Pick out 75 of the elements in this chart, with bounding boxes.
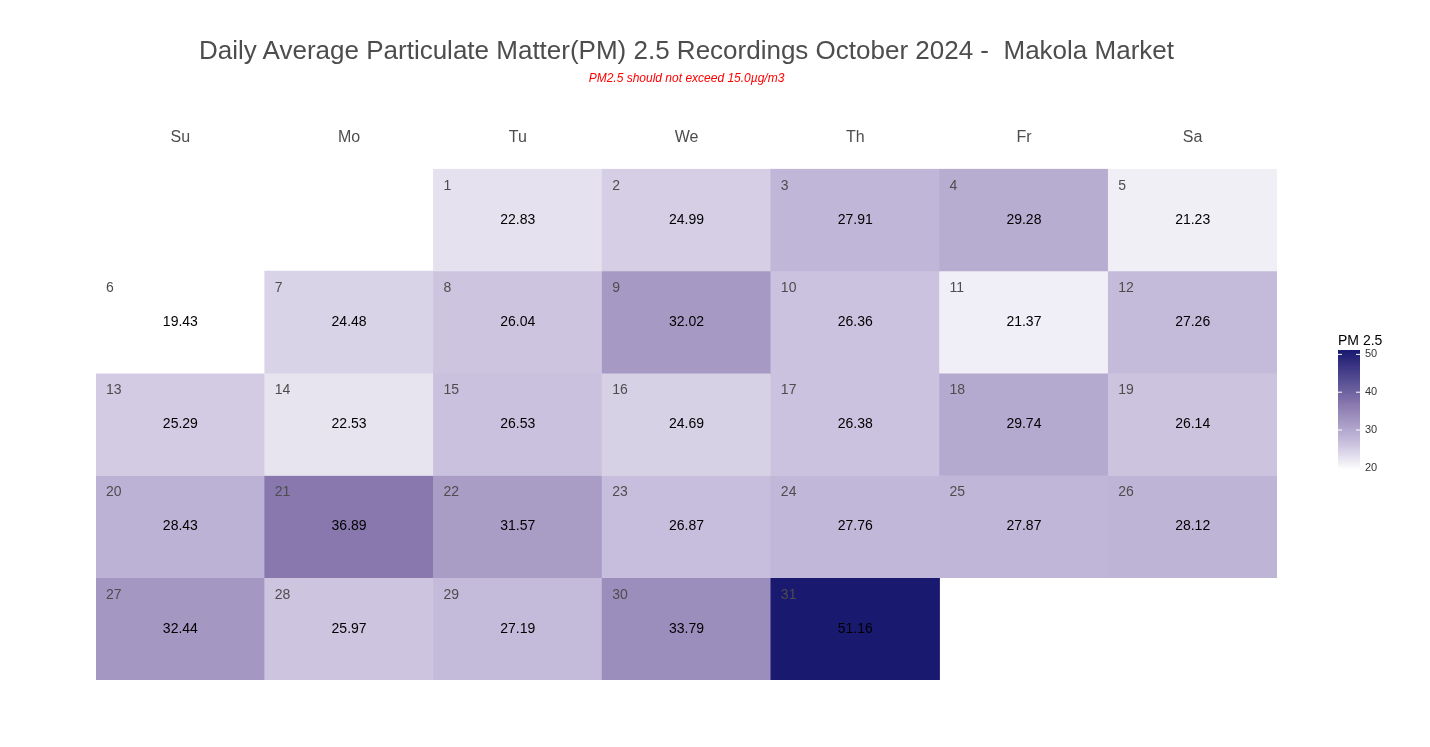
- annotation: 14: [274, 381, 291, 398]
- annotation: 10: [780, 278, 797, 295]
- annotation: 23: [612, 483, 628, 500]
- data-label: 33.79: [668, 619, 705, 636]
- annotation: 2: [612, 176, 621, 193]
- x-tick-label: Tu: [508, 127, 527, 145]
- data-label: 26.36: [837, 313, 873, 330]
- annotation: 18: [949, 381, 966, 398]
- data-label: 29.74: [1006, 415, 1042, 432]
- data-label: 19.43: [162, 313, 199, 330]
- x-tick-label: We: [674, 127, 699, 145]
- color-bar-label: 20: [1365, 460, 1378, 473]
- x-tick-label: Mo: [337, 127, 361, 145]
- data-label: 31.57: [500, 517, 536, 534]
- data-label: 24.99: [668, 210, 705, 227]
- data-label: 25.29: [162, 415, 199, 432]
- annotation: 11: [949, 278, 965, 295]
- annotation: 1: [443, 176, 452, 193]
- data-label: 24.48: [331, 313, 367, 330]
- chart-subtitle: PM2.5 should not exceed 15.0µg/m3: [588, 70, 785, 85]
- color-bar-title: PM 2.5: [1338, 331, 1383, 348]
- data-label: 27.26: [1175, 313, 1211, 330]
- data-label: 26.38: [837, 415, 873, 432]
- annotation: 28: [274, 585, 291, 602]
- annotation: 17: [780, 381, 797, 398]
- x-tick-label: Su: [170, 127, 191, 145]
- annotation: 22: [443, 483, 460, 500]
- color-bar-label: 40: [1365, 385, 1378, 398]
- annotation: 30: [612, 585, 628, 602]
- annotation: 7: [274, 278, 283, 295]
- annotation: 8: [443, 278, 452, 295]
- data-label: 21.37: [1006, 313, 1042, 330]
- x-tick-label: Fr: [1016, 127, 1033, 145]
- data-label: 26.14: [1175, 415, 1211, 432]
- chart-title: Daily Average Particulate Matter(PM) 2.5 Recordings October 2024 - Makola Market: [199, 34, 1175, 65]
- annotation: 12: [1118, 278, 1135, 295]
- data-label: 22.83: [500, 210, 536, 227]
- color-bar-label: 50: [1365, 347, 1378, 360]
- data-label: 26.53: [500, 415, 536, 432]
- annotation: 21: [274, 483, 291, 500]
- annotation: 25: [949, 483, 966, 500]
- annotation: 3: [780, 176, 789, 193]
- data-label: 26.87: [668, 517, 705, 534]
- annotation: 6: [106, 278, 114, 295]
- data-label: 32.44: [162, 619, 199, 636]
- data-label: 22.53: [331, 415, 367, 432]
- data-label: 28.43: [162, 517, 199, 534]
- data-label: 27.91: [837, 210, 873, 227]
- annotation: 26: [1118, 483, 1135, 500]
- x-tick-label: Sa: [1182, 127, 1203, 145]
- annotation: 9: [612, 278, 621, 295]
- data-label: 21.23: [1175, 210, 1211, 227]
- color-bar-label: 30: [1365, 423, 1378, 436]
- annotation: 4: [949, 176, 958, 193]
- data-label: 27.87: [1006, 517, 1042, 534]
- data-label: 27.19: [500, 619, 536, 636]
- x-tick-label: Th: [845, 127, 865, 145]
- data-label: 28.12: [1175, 517, 1211, 534]
- annotation: 20: [106, 483, 122, 500]
- data-label: 29.28: [1006, 210, 1042, 227]
- data-label: 36.89: [331, 517, 367, 534]
- data-label: 51.16: [837, 619, 873, 636]
- annotation: 19: [1118, 381, 1135, 398]
- annotation: 29: [443, 585, 460, 602]
- annotation: 15: [443, 381, 460, 398]
- annotation: 13: [106, 381, 122, 398]
- data-label: 26.04: [500, 313, 536, 330]
- annotation: 24: [780, 483, 797, 500]
- data-label: 32.02: [668, 313, 705, 330]
- annotation: 27: [106, 585, 122, 602]
- data-label: 25.97: [331, 619, 367, 636]
- data-label: 27.76: [837, 517, 873, 534]
- data-label: 24.69: [668, 415, 705, 432]
- annotation: 5: [1118, 176, 1127, 193]
- annotation: 16: [612, 381, 628, 398]
